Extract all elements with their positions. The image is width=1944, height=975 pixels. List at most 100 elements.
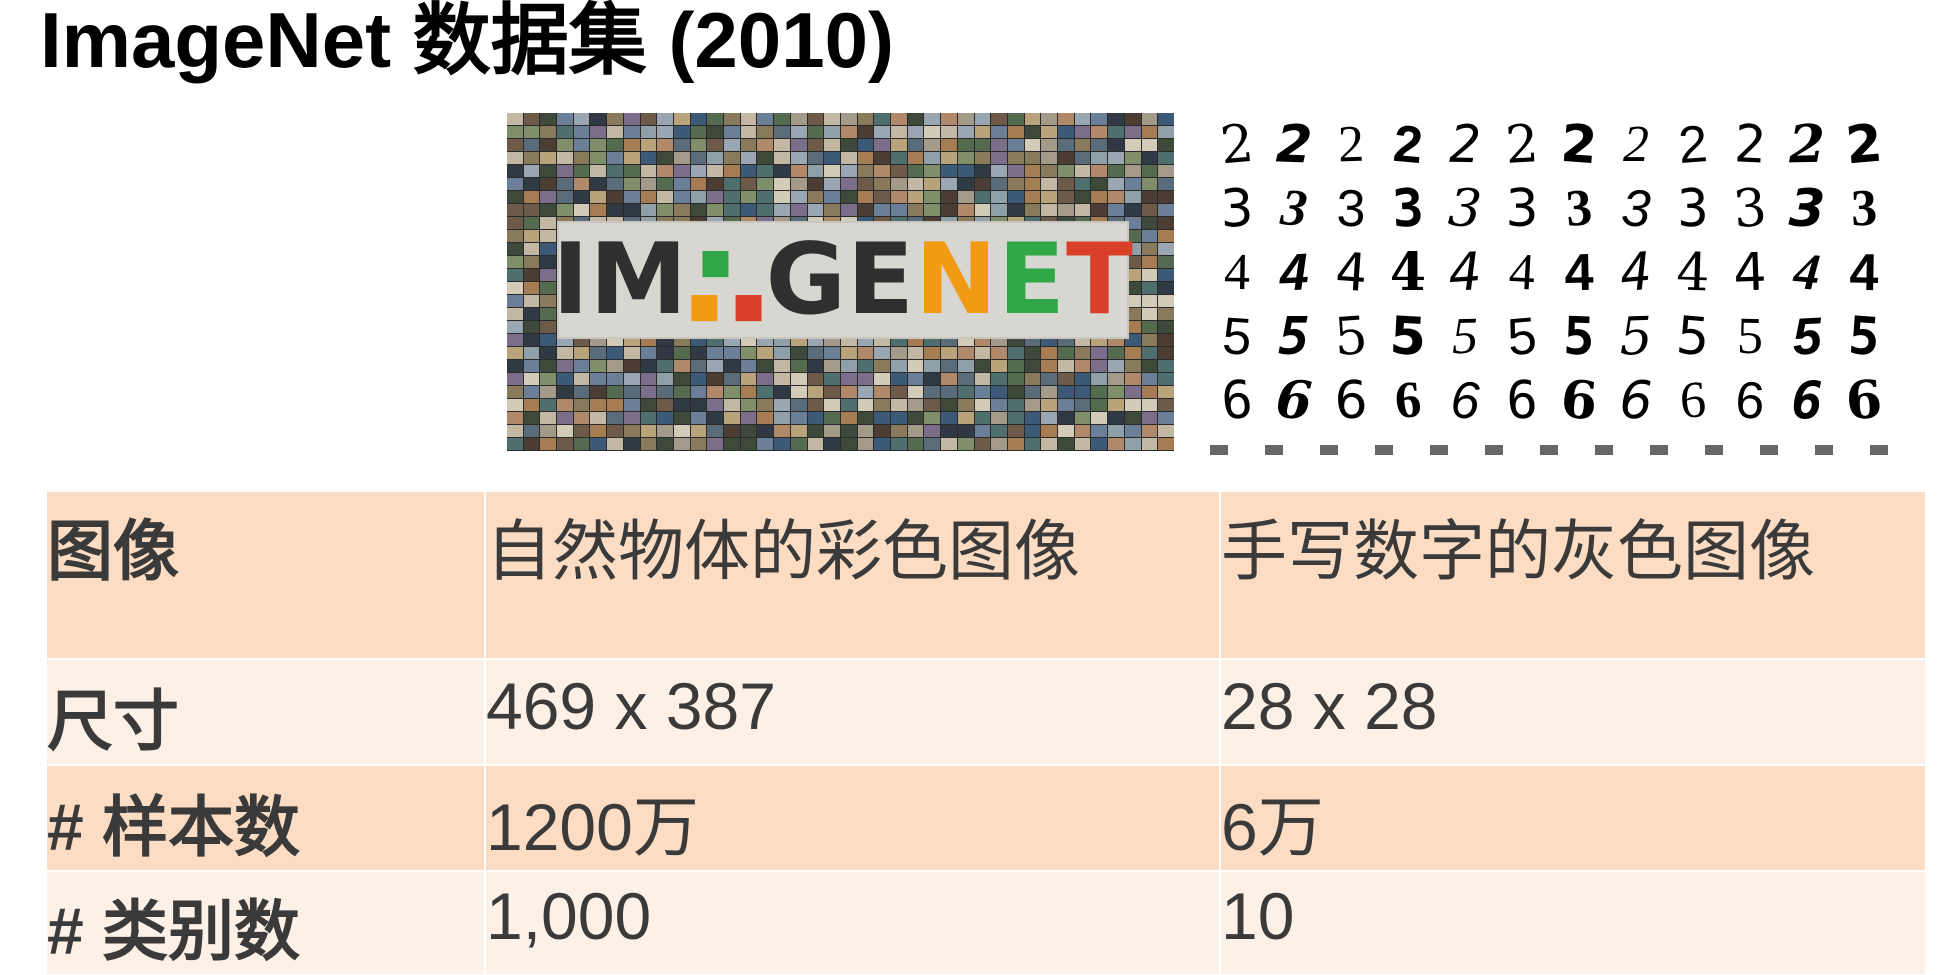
mnist-digit: 6 <box>1843 368 1885 433</box>
mosaic-tile <box>607 152 623 164</box>
mosaic-tile <box>657 347 673 359</box>
mosaic-tile <box>523 165 540 177</box>
mosaic-tile <box>1141 321 1158 333</box>
table-row-image: 图像 自然物体的彩色图像 手写数字的灰色图像 <box>47 492 1925 658</box>
mosaic-tile <box>657 165 673 177</box>
mosaic-tile <box>974 152 991 164</box>
mnist-digit: 5 <box>1220 307 1254 367</box>
mosaic-tile <box>573 204 590 216</box>
mosaic-tile <box>657 178 673 190</box>
mosaic-tile <box>991 139 1007 151</box>
logo-square-green: ■ <box>699 242 733 282</box>
mosaic-tile <box>590 399 607 411</box>
mosaic-tile <box>1158 373 1174 385</box>
mosaic-tile <box>807 373 824 385</box>
mosaic-tile <box>957 347 974 359</box>
mosaic-tile <box>590 386 607 398</box>
mosaic-tile <box>740 347 757 359</box>
mosaic-tile <box>1124 360 1141 372</box>
mosaic-tile <box>607 165 623 177</box>
mosaic-tile <box>707 126 724 138</box>
mosaic-tile <box>941 425 957 437</box>
mosaic-tile <box>1141 282 1158 294</box>
mosaic-tile <box>540 113 557 125</box>
mosaic-tile <box>557 165 573 177</box>
mosaic-tile <box>540 230 557 242</box>
mosaic-tile <box>707 386 724 398</box>
mosaic-tile <box>1158 243 1174 255</box>
mosaic-tile <box>1024 152 1041 164</box>
mosaic-tile <box>540 256 557 268</box>
table-row-samples: # 样本数 1200万 6万 <box>47 766 1925 870</box>
mosaic-tile <box>1041 425 1058 437</box>
mosaic-tile <box>507 178 523 190</box>
mosaic-tile <box>907 191 924 203</box>
mosaic-tile <box>573 373 590 385</box>
mosaic-tile <box>540 217 557 229</box>
mosaic-tile <box>523 399 540 411</box>
mosaic-tile <box>1108 373 1124 385</box>
mosaic-tile <box>507 204 523 216</box>
mosaic-tile <box>707 139 724 151</box>
row-label-samples: # 样本数 <box>47 766 484 870</box>
mosaic-tile <box>523 321 540 333</box>
mosaic-tile <box>857 412 874 424</box>
mosaic-tile <box>1074 204 1091 216</box>
mosaic-tile <box>623 412 640 424</box>
mosaic-tile <box>1024 438 1041 450</box>
mnist-digit: 3 <box>1849 179 1878 238</box>
mnist-digit: 5 <box>1562 306 1596 368</box>
logo-letters-im: IM <box>552 223 689 337</box>
mosaic-tile <box>523 425 540 437</box>
mosaic-tile <box>840 165 857 177</box>
mosaic-tile <box>1041 399 1058 411</box>
mosaic-tile <box>540 126 557 138</box>
mosaic-tile <box>790 191 807 203</box>
mosaic-tile <box>540 373 557 385</box>
mosaic-tile <box>974 126 991 138</box>
mosaic-tile <box>623 347 640 359</box>
mosaic-tile <box>807 113 824 125</box>
mosaic-tile <box>673 399 690 411</box>
mosaic-tile <box>507 425 523 437</box>
mosaic-tile <box>790 412 807 424</box>
mosaic-tile <box>523 438 540 450</box>
mosaic-tile <box>1141 217 1158 229</box>
mosaic-tile <box>857 204 874 216</box>
mosaic-tile <box>857 425 874 437</box>
mosaic-tile <box>824 347 840 359</box>
mnist-digit: 4 <box>1849 243 1879 303</box>
mosaic-tile <box>957 113 974 125</box>
mosaic-tile <box>757 399 774 411</box>
mosaic-tile <box>657 373 673 385</box>
mosaic-tile <box>557 178 573 190</box>
mosaic-tile <box>640 386 657 398</box>
mosaic-tile <box>857 113 874 125</box>
mosaic-tile <box>840 139 857 151</box>
mosaic-tile <box>507 438 523 450</box>
mosaic-tile <box>1007 425 1024 437</box>
mosaic-tile <box>757 152 774 164</box>
mosaic-tile <box>974 139 991 151</box>
mosaic-tile <box>957 373 974 385</box>
mosaic-tile <box>673 373 690 385</box>
mosaic-tile <box>874 113 891 125</box>
mosaic-tile <box>907 178 924 190</box>
mosaic-tile <box>974 347 991 359</box>
mosaic-tile <box>774 412 790 424</box>
mnist-digit: 5 <box>1451 307 1479 366</box>
mosaic-tile <box>590 152 607 164</box>
mosaic-tile <box>1024 412 1041 424</box>
mosaic-tile <box>724 360 740 372</box>
mosaic-tile <box>673 126 690 138</box>
mosaic-tile <box>557 412 573 424</box>
mosaic-tile <box>607 425 623 437</box>
mosaic-tile <box>640 113 657 125</box>
mosaic-tile <box>824 412 840 424</box>
mosaic-tile <box>891 204 907 216</box>
mosaic-tile <box>507 334 523 346</box>
mosaic-tile <box>924 438 941 450</box>
mosaic-tile <box>507 256 523 268</box>
logo-letters-ge: GE <box>765 223 915 337</box>
mosaic-tile <box>590 126 607 138</box>
